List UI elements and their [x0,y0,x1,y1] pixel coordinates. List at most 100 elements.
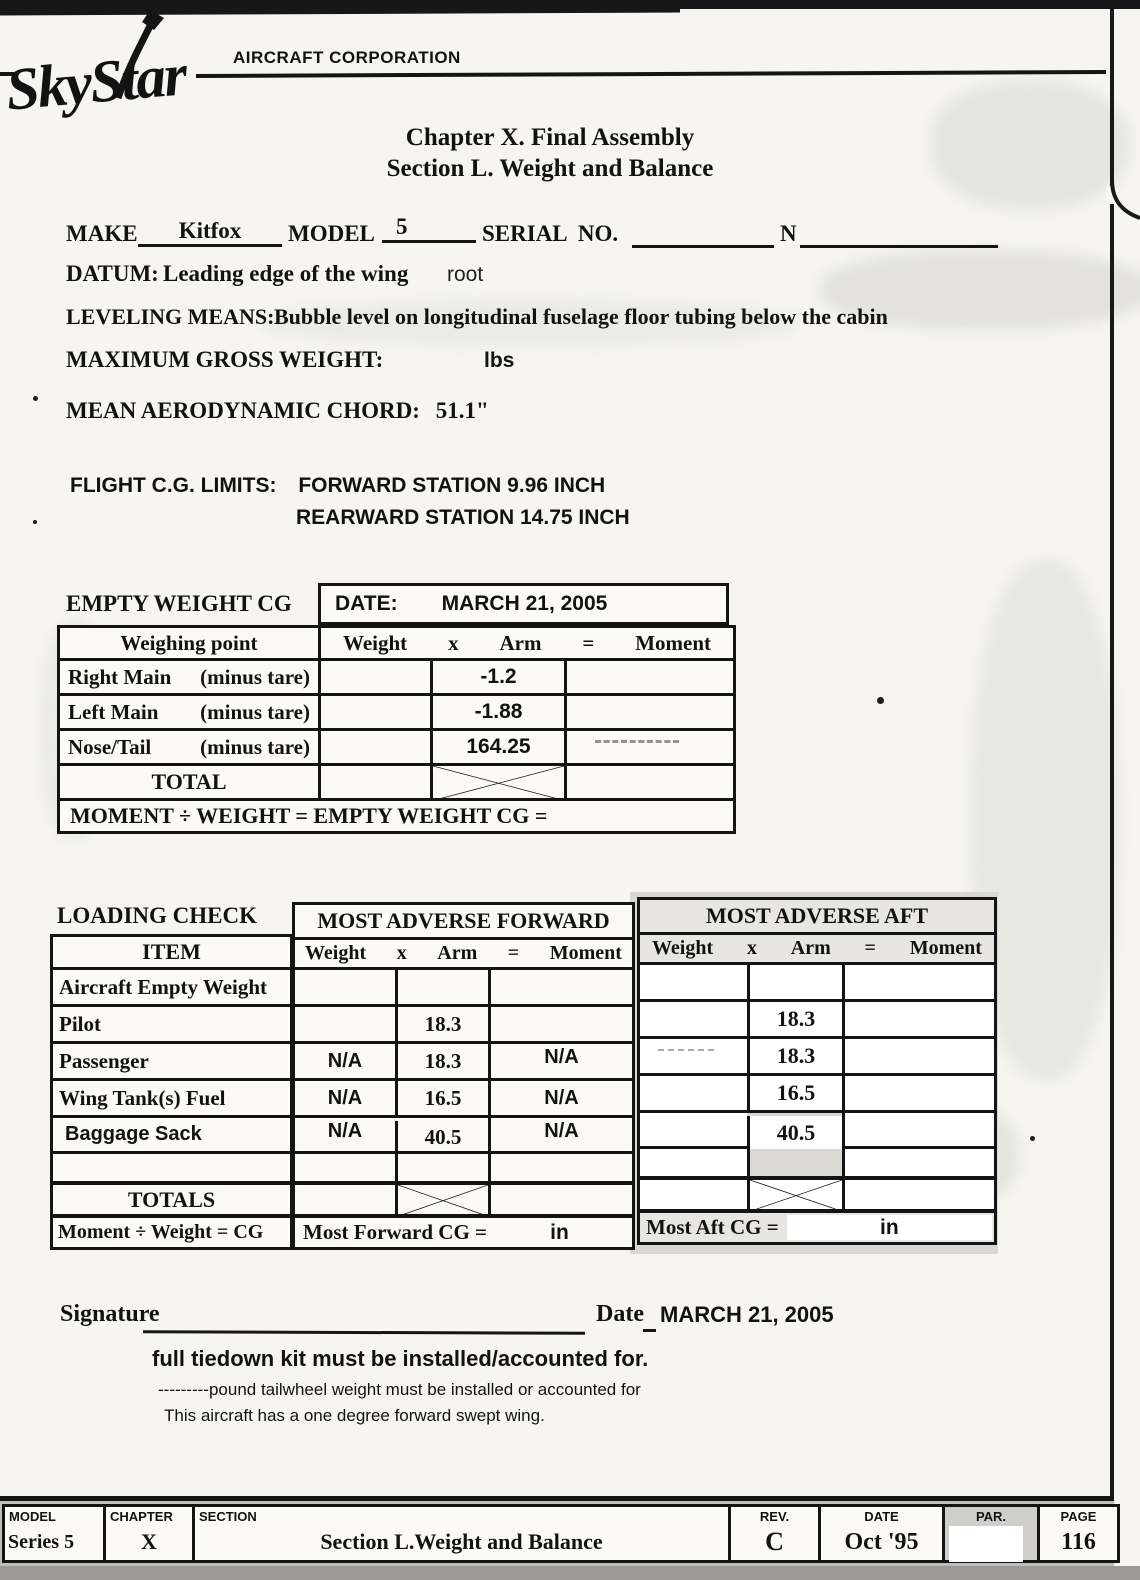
footer-cell-rev: REV. C [731,1504,821,1563]
item-wing-tank-fuel: Wing Tank(s) Fuel [59,1085,226,1110]
aft-col-arm: Arm [790,937,831,959]
ew-total-arm-crossed [430,766,564,801]
cg-rearward-value: REARWARD STATION 14.75 INCH [296,506,630,529]
mac-value: 51.1" [435,398,489,423]
aft-cg-unit: in [786,1215,992,1240]
aft-r4-arm: 40.5 [747,1116,842,1149]
cg-limits-line1: FLIGHT C.G. LIMITS: FORWARD STATION 9.96… [70,474,605,498]
fwd-r4-arm: 40.5 [395,1121,488,1154]
loading-item-table: ITEM Aircraft Empty Weight Pilot Passeng… [50,934,293,1250]
fwd-totals-weight [295,1185,395,1214]
fwd-r4-weight: N/A [327,1120,363,1142]
most-adverse-forward-table: MOST ADVERSE FORWARD Weight x Arm = Mome… [292,902,635,1250]
ew-row2-weight [318,731,430,763]
signature-date-label: Date [596,1301,644,1327]
model-label: MODEL [288,221,375,246]
fwd-r3-weight: N/A [327,1086,363,1109]
forward-col-eq: = [507,942,520,964]
item-baggage-sack: Baggage Sack [65,1123,202,1145]
footer-bar: MODEL Series 5 CHAPTER X SECTION Section… [2,1504,1120,1563]
table-row: N/A 18.3 N/A [295,1041,632,1078]
aft-r0-moment [842,965,994,999]
table-row: Left Main (minus tare) -1.88 [60,693,733,728]
fwd-cg-row: Most Forward CG = in [295,1218,632,1247]
item-aircraft-empty-weight: Aircraft Empty Weight [59,974,268,999]
aft-r3-arm: 16.5 [747,1076,842,1110]
ew-col-x: x [448,630,459,655]
ew-row0-arm: -1.2 [430,661,564,693]
ew-row1-moment [564,696,733,728]
note-tailwheel: ---------pound tailwheel weight must be … [158,1380,641,1399]
table-row [295,967,632,1004]
table-row: 18.3 [295,1004,632,1041]
ew-row0-weight [318,661,430,693]
erased-text-artifact [595,740,679,743]
fwd-r3-moment: N/A [488,1081,632,1115]
table-row: TOTAL [60,763,733,801]
table-row [640,1176,994,1212]
footer-section-label: SECTION [199,1509,257,1524]
footer-cell-chapter: CHAPTER X [106,1504,195,1563]
fwd-r1-weight [295,1007,395,1041]
table-row [295,1151,632,1181]
date-underscore [643,1329,656,1332]
item-header: ITEM [142,939,201,964]
aft-col-eq: = [864,937,876,959]
skystar-logo: SkyStar [3,41,188,123]
scan-speck [1030,1136,1035,1141]
datum-note: root [447,263,484,286]
cg-forward-value: FORWARD STATION 9.96 INCH [298,474,606,497]
leveling-text: Bubble level on longitudinal fuselage fl… [274,304,888,329]
table-row: 40.5 [640,1110,994,1149]
make-label: MAKE [66,221,138,246]
ew-total-label: TOTAL [151,769,227,794]
footer-page-value: 116 [1061,1528,1096,1555]
max-gross-weight-unit: lbs [484,349,515,372]
note-swept-wing: This aircraft has a one degree forward s… [164,1406,545,1425]
fwd-blank-weight [295,1154,395,1181]
item-passenger: Passenger [59,1048,149,1073]
n-number-label: N [780,221,797,246]
footer-cell-page: PAGE 116 [1040,1504,1120,1563]
aft-totals-moment [842,1180,994,1209]
make-value: Kitfox [138,218,282,247]
ew-col-weight: Weight [343,630,408,655]
fwd-r0-moment [488,970,632,1004]
ew-row2-name: Nose/Tail [68,734,152,759]
footer-chapter-value: X [141,1529,157,1554]
aft-r1-arm: 18.3 [747,1002,842,1036]
signature-line [142,1330,586,1335]
max-gross-weight-label: MAXIMUM GROSS WEIGHT: [66,347,384,372]
aft-col-x: x [746,937,757,959]
fwd-totals-moment [488,1185,632,1214]
table-row: Right Main (minus tare) -1.2 [60,658,733,693]
fwd-r1-arm: 18.3 [395,1007,488,1041]
mac-line: MEAN AERODYNAMIC CHORD: 51.1" [66,398,489,424]
fwd-cg-unit: in [550,1220,569,1244]
footer-model-value: Series 5 [8,1530,75,1553]
loading-check-label: LOADING CHECK [57,903,257,928]
ew-row2-tare: (minus tare) [200,734,310,759]
aft-cg-row: Most Aft CG = in [640,1213,994,1242]
model-value: 5 [382,214,476,243]
date-label: DATE: [335,592,398,615]
fwd-r0-weight [295,970,395,1004]
table-row [640,1146,994,1176]
fwd-r1-moment [488,1007,632,1041]
ew-row1-weight [318,696,430,728]
cg-limits-label: FLIGHT C.G. LIMITS: [70,474,277,497]
note-tiedown: full tiedown kit must be installed/accou… [152,1346,649,1371]
aft-r4-moment [842,1113,994,1146]
ew-row2-arm: 164.25 [430,731,564,763]
datum-text: Leading edge of the wing [163,261,409,286]
forward-col-moment: Moment [549,942,622,964]
date-value: MARCH 21, 2005 [441,592,608,615]
ew-total-weight [318,766,430,798]
ew-row0-moment [564,661,733,693]
signature-date-value: MARCH 21, 2005 [660,1302,834,1327]
company-name: AIRCRAFT CORPORATION [233,48,461,67]
aft-blank-arm [747,1149,842,1176]
aft-r0-weight [640,965,747,999]
ew-row0-name: Right Main [68,664,172,689]
